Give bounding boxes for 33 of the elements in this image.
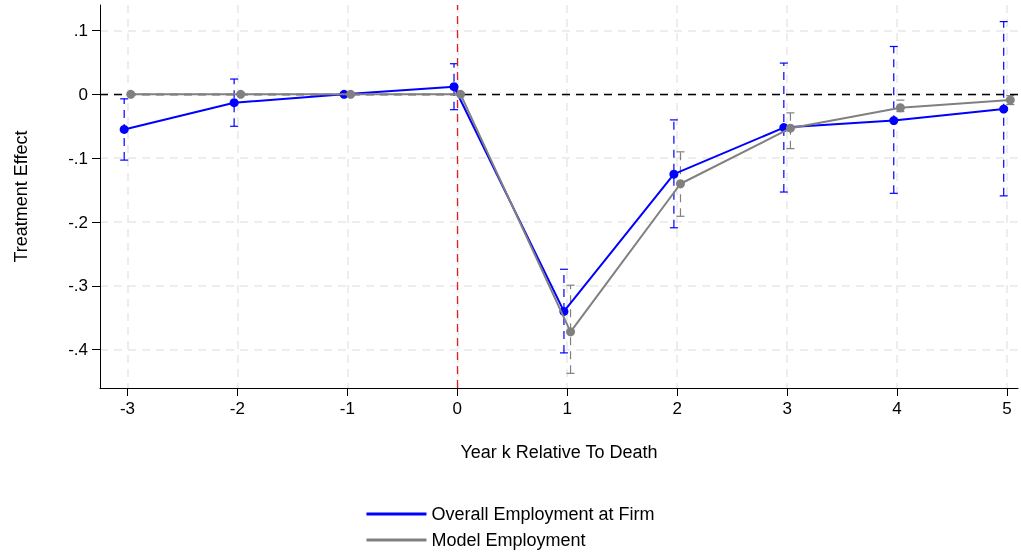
point <box>669 169 679 179</box>
point <box>999 104 1009 114</box>
y-tick-label: -.3 <box>68 276 88 296</box>
y-tick-label: -.2 <box>68 212 88 232</box>
point <box>566 327 576 337</box>
x-tick-label: -1 <box>339 399 355 418</box>
point <box>119 124 129 134</box>
x-tick-label: 0 <box>452 399 463 418</box>
point <box>229 98 239 108</box>
x-tick-label: 4 <box>892 399 902 418</box>
point <box>785 123 795 133</box>
point <box>236 89 246 99</box>
y-tick-label: 0 <box>78 84 88 104</box>
point <box>895 103 905 113</box>
x-tick-label: 5 <box>1002 399 1012 418</box>
x-axis-title: Year k Relative To Death <box>460 442 658 462</box>
x-tick-label: -3 <box>119 399 136 418</box>
legend-label: Model Employment <box>431 530 586 550</box>
point <box>456 89 466 99</box>
point <box>675 179 685 189</box>
point <box>126 89 136 99</box>
y-tick-label: -.4 <box>68 340 88 360</box>
point <box>346 89 356 99</box>
legend-label: Overall Employment at Firm <box>431 504 655 524</box>
point <box>449 82 459 92</box>
point <box>889 116 899 126</box>
y-tick-label: .1 <box>73 21 88 41</box>
x-tick-label: -2 <box>229 399 245 418</box>
y-tick-label: -.1 <box>68 148 88 168</box>
x-tick-label: 1 <box>562 399 572 418</box>
y-axis-title: Treatment Effect <box>11 130 31 263</box>
x-tick-label: 2 <box>672 399 682 418</box>
x-tick-label: 3 <box>782 399 792 418</box>
